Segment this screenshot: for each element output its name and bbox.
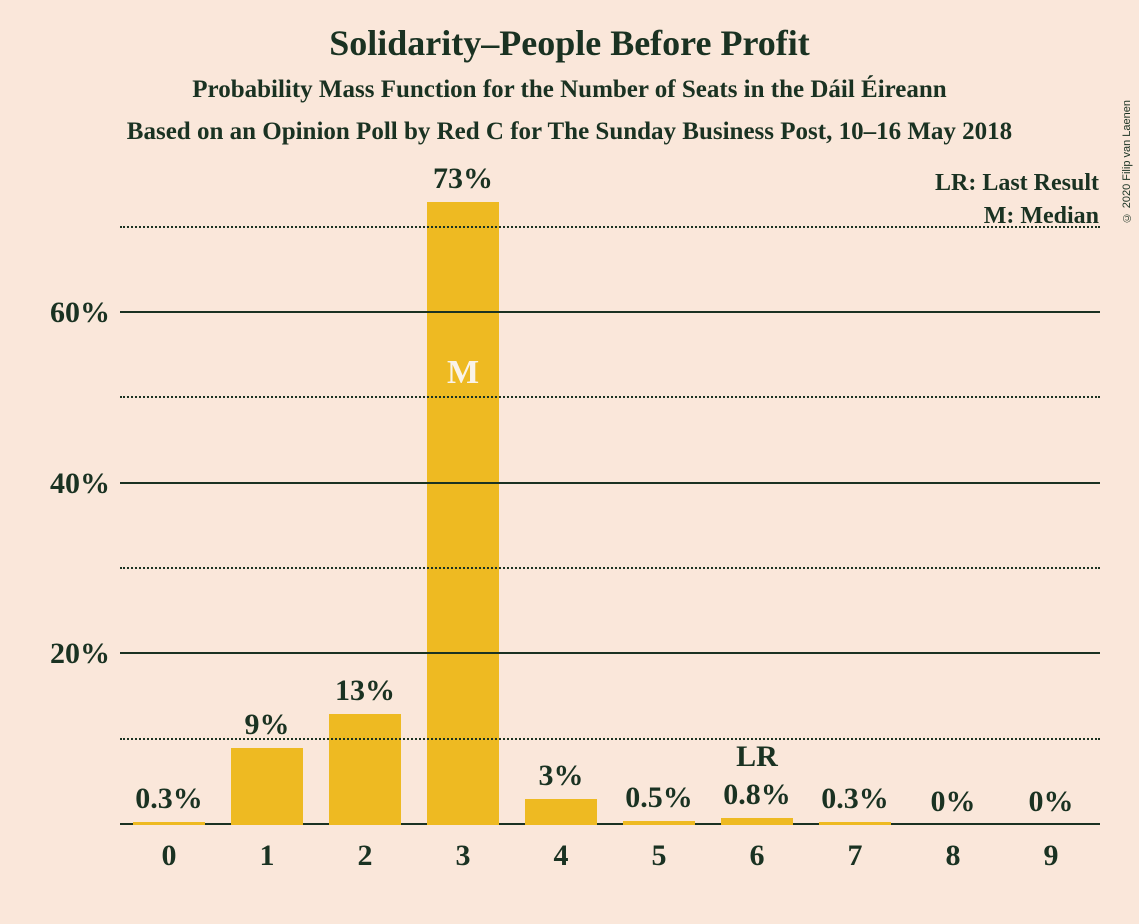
bar-slot: 9%1 xyxy=(218,185,316,825)
bar-value-label: 13% xyxy=(335,674,395,708)
bar-value-label: 0% xyxy=(931,785,976,819)
bar-slot: 73%M3 xyxy=(414,185,512,825)
bar-value-label: 0.3% xyxy=(135,782,203,816)
bars-container: 0.3%09%113%273%M33%40.5%50.8%LR60.3%70%8… xyxy=(120,185,1100,825)
bar xyxy=(623,821,696,825)
bar-value-label: 0% xyxy=(1029,785,1074,819)
bar-inner-label: M xyxy=(447,354,479,392)
bar xyxy=(525,799,598,825)
x-axis-tick-label: 8 xyxy=(946,839,961,873)
bar xyxy=(427,202,500,825)
bar-value-label: 0.8% xyxy=(723,778,791,812)
bar-slot: 0.3%0 xyxy=(120,185,218,825)
bar xyxy=(231,748,304,825)
bar-value-label: 3% xyxy=(539,759,584,793)
gridline-minor xyxy=(120,396,1100,398)
bar-slot: 0.5%5 xyxy=(610,185,708,825)
bar-value-label: 73% xyxy=(433,162,493,196)
x-axis-tick-label: 2 xyxy=(358,839,373,873)
bar xyxy=(133,822,206,825)
x-axis-tick-label: 6 xyxy=(750,839,765,873)
chart-subtitle-1: Probability Mass Function for the Number… xyxy=(0,76,1139,104)
x-axis-tick-label: 4 xyxy=(554,839,569,873)
chart-title: Solidarity–People Before Profit xyxy=(0,0,1139,64)
gridline-major xyxy=(120,482,1100,484)
bar-extra-label: LR xyxy=(736,740,778,774)
x-axis-tick-label: 5 xyxy=(652,839,667,873)
bar xyxy=(819,822,892,825)
bar-slot: 0.3%7 xyxy=(806,185,904,825)
bar-slot: 13%2 xyxy=(316,185,414,825)
y-axis-tick-label: 60% xyxy=(50,296,110,330)
x-axis-tick-label: 0 xyxy=(162,839,177,873)
bar-slot: 0%8 xyxy=(904,185,1002,825)
gridline-major xyxy=(120,311,1100,313)
bar-slot: 0%9 xyxy=(1002,185,1100,825)
y-axis-tick-label: 40% xyxy=(50,467,110,501)
x-axis-tick-label: 1 xyxy=(260,839,275,873)
chart-subtitle-2: Based on an Opinion Poll by Red C for Th… xyxy=(0,118,1139,146)
gridline-major xyxy=(120,652,1100,654)
bar xyxy=(721,818,794,825)
gridline-minor xyxy=(120,567,1100,569)
x-axis-tick-label: 3 xyxy=(456,839,471,873)
x-axis-tick-label: 9 xyxy=(1044,839,1059,873)
plot-area: 0.3%09%113%273%M33%40.5%50.8%LR60.3%70%8… xyxy=(120,185,1100,825)
x-axis-tick-label: 7 xyxy=(848,839,863,873)
y-axis-tick-label: 20% xyxy=(50,637,110,671)
bar-value-label: 0.3% xyxy=(821,782,889,816)
bar-slot: 0.8%LR6 xyxy=(708,185,806,825)
bar xyxy=(329,714,402,825)
gridline-minor xyxy=(120,738,1100,740)
bar-value-label: 0.5% xyxy=(625,781,693,815)
chart-container: Solidarity–People Before Profit Probabil… xyxy=(0,0,1139,924)
bar-slot: 3%4 xyxy=(512,185,610,825)
gridline-minor xyxy=(120,226,1100,228)
